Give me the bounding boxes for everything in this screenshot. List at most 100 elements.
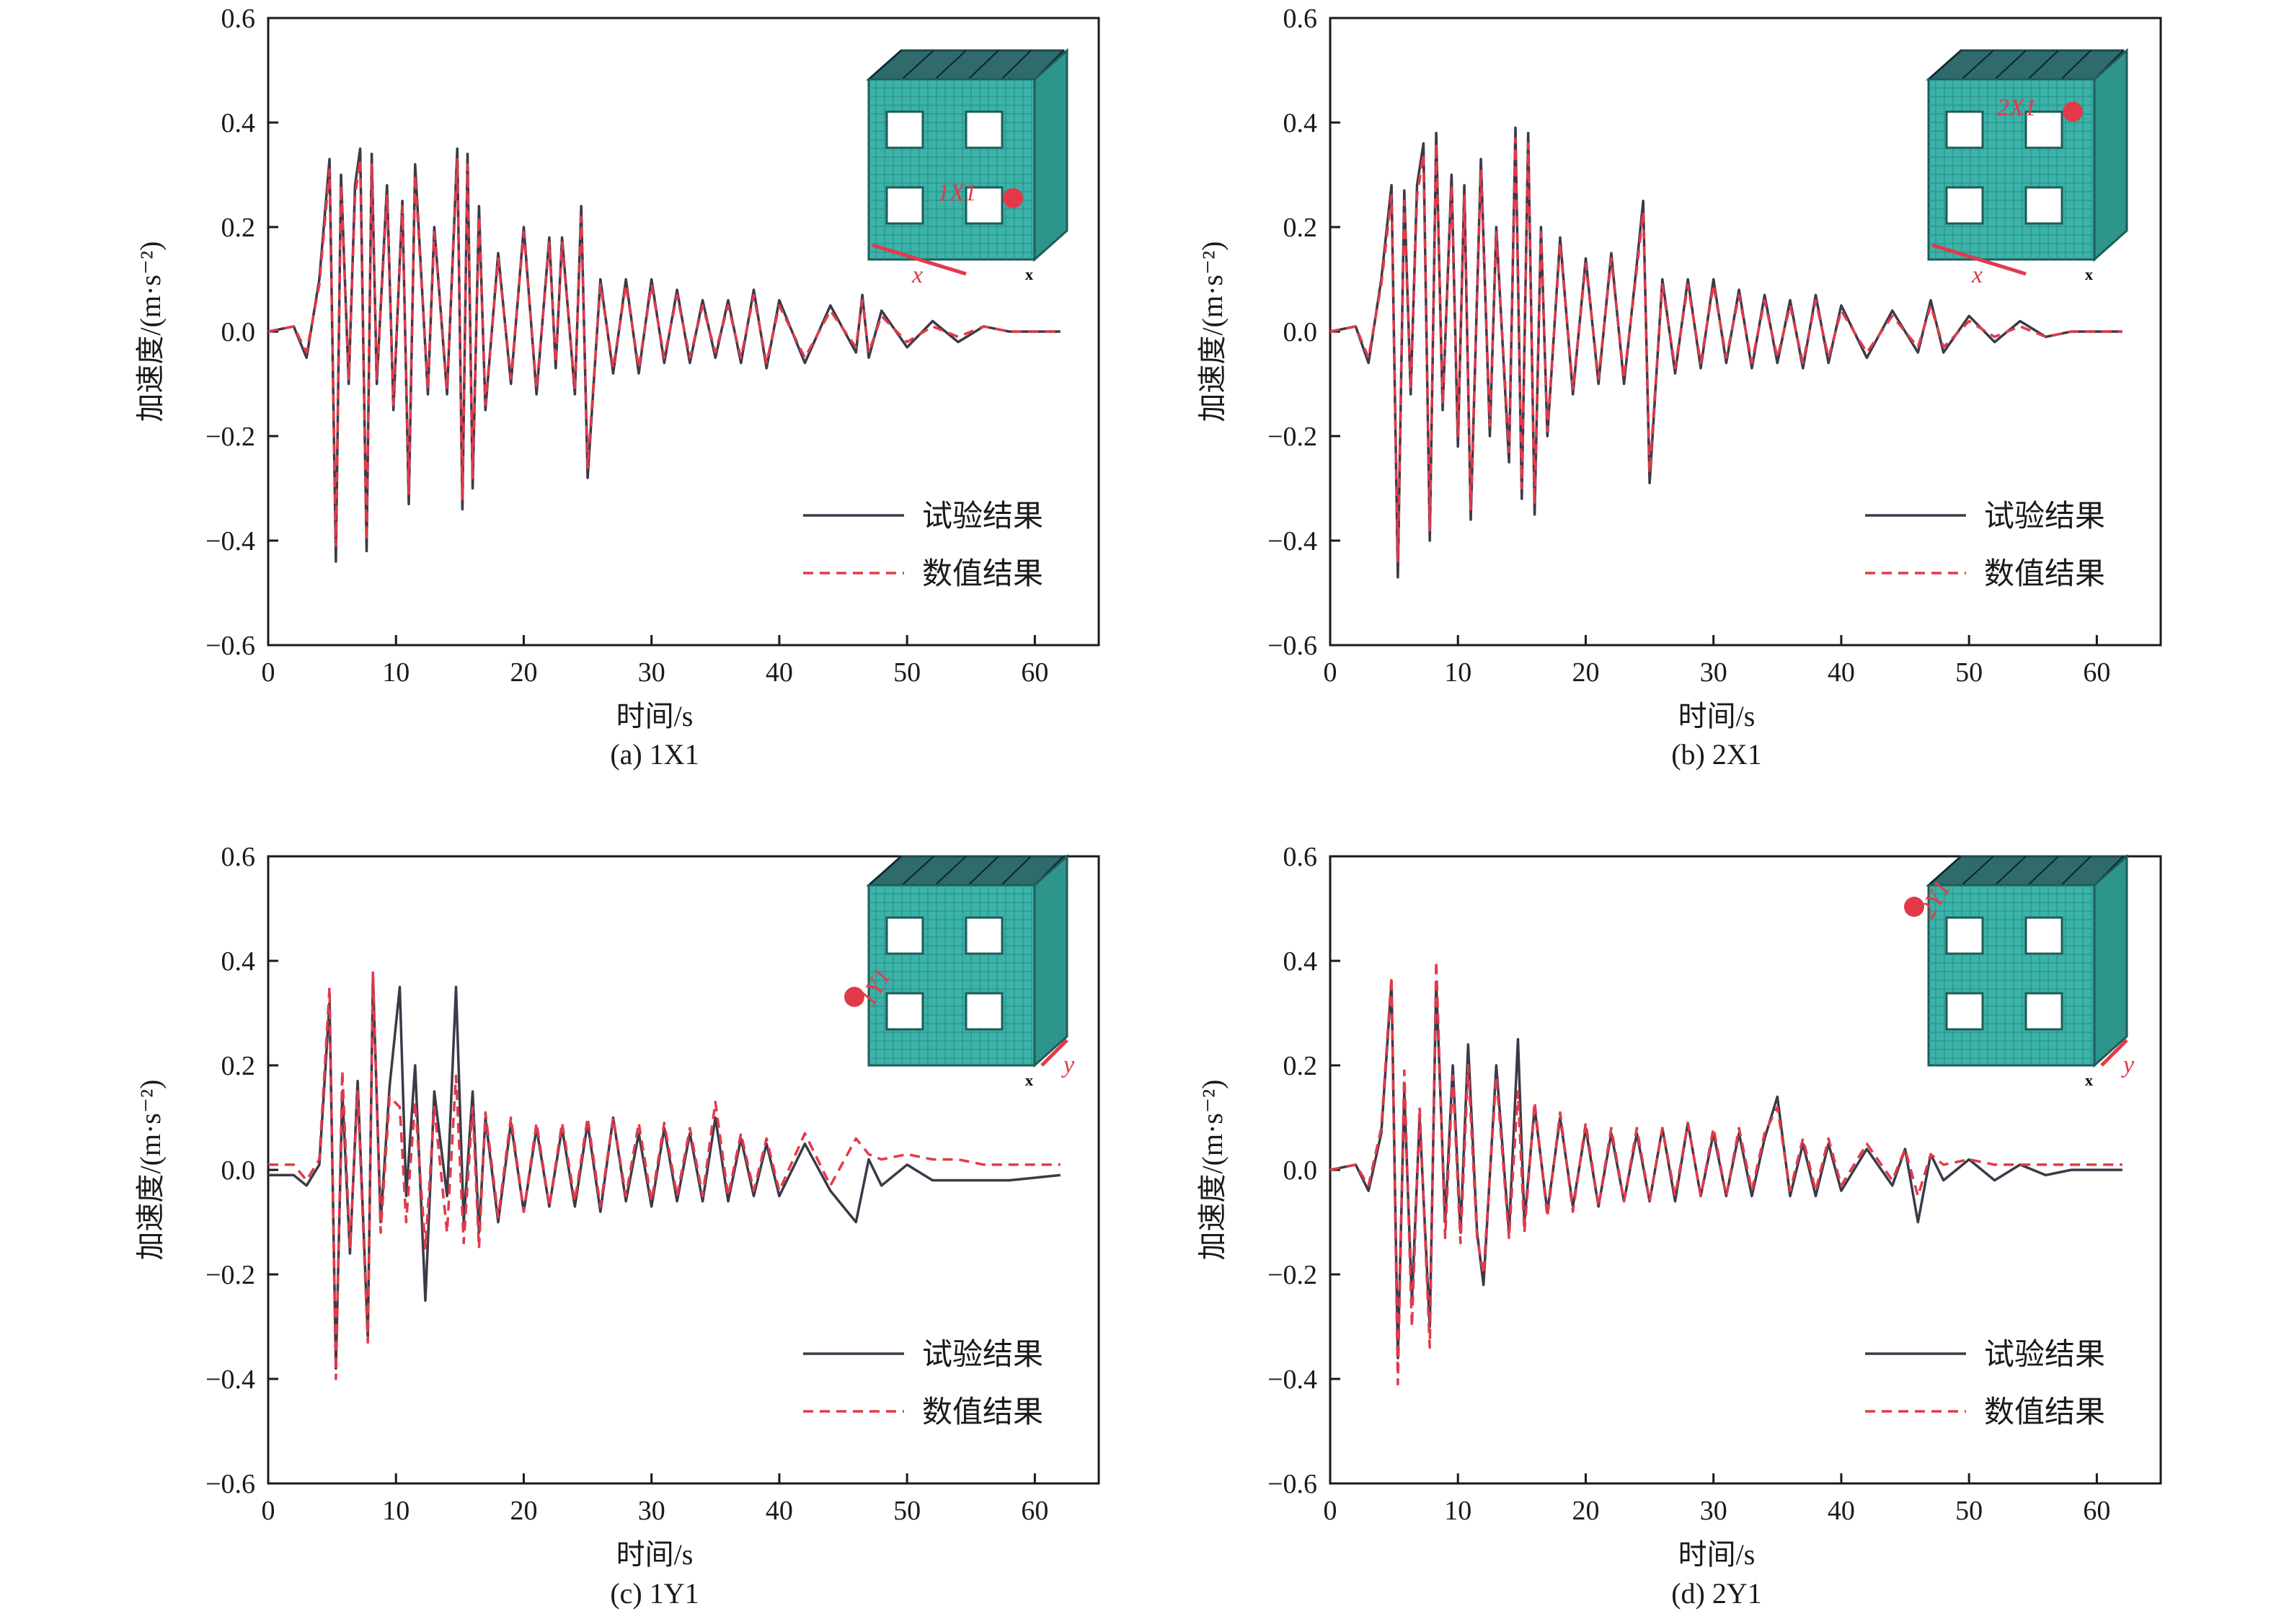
x-tick-label: 10 [1444, 1496, 1471, 1526]
x-tick-label: 20 [510, 1496, 537, 1526]
x-tick-label: 60 [2083, 1496, 2110, 1526]
y-tick-label: −0.4 [205, 1365, 255, 1395]
inset-axis-label: x [2085, 265, 2093, 283]
legend-label-numerical: 数值结果 [1984, 558, 2105, 591]
front-wall [867, 884, 1036, 1067]
x-tick-label: 30 [638, 657, 665, 688]
truss-member [934, 50, 967, 80]
truss-member [901, 50, 934, 80]
window-opening [2024, 916, 2063, 955]
x-tick-label: 50 [1955, 657, 1983, 688]
y-tick-label: 0.0 [1283, 317, 1318, 347]
window-opening [2024, 110, 2063, 149]
y-tick-label: −0.4 [205, 526, 255, 556]
y-tick-label: −0.6 [205, 631, 255, 661]
truss-member [868, 856, 902, 886]
window-opening [885, 992, 924, 1031]
side-wall [2093, 853, 2128, 1068]
y-tick-label: 0.0 [221, 317, 256, 347]
x-tick-label: 50 [893, 1496, 921, 1526]
legend-label-experiment: 试验结果 [1984, 500, 2105, 533]
window-opening [965, 186, 1004, 225]
direction-label: x [911, 262, 923, 288]
panel-caption: (c) 1Y1 [610, 1577, 699, 1610]
measurement-point-marker [844, 987, 864, 1007]
window-opening [1945, 992, 1984, 1031]
direction-label: y [1061, 1052, 1075, 1078]
y-tick-label: −0.2 [205, 422, 255, 452]
legend-label-numerical: 数值结果 [1984, 1396, 2105, 1429]
y-tick-label: −0.2 [1267, 1260, 1317, 1290]
y-tick-label: 0.4 [1283, 108, 1318, 138]
x-tick-label: 0 [262, 1496, 275, 1526]
y-tick-label: −0.2 [1267, 422, 1317, 452]
window-opening [965, 916, 1004, 955]
window-opening [885, 110, 924, 149]
direction-label: y [2121, 1052, 2135, 1078]
x-tick-label: 20 [510, 657, 537, 688]
series-line-numerical [1329, 959, 2122, 1386]
truss-member [2060, 856, 2091, 886]
x-axis-title: 时间/s [1678, 700, 1756, 732]
x-tick-label: 10 [1444, 657, 1471, 688]
measurement-point-label: 2X1 [1997, 94, 2037, 121]
chart-panel-3: 0 10 20 30 40 50 60 −0.6 −0.4 −0.2 0.0 0.2 0.4 0.6 时间/… [134, 842, 1100, 1610]
x-tick-label: 60 [2083, 657, 2110, 688]
truss-member [868, 50, 902, 80]
series-line-numerical [268, 969, 1061, 1380]
window-opening [1945, 110, 1984, 149]
direction-arrow [872, 243, 967, 276]
side-wall [1033, 853, 1068, 1068]
roof-truss [1926, 49, 2128, 81]
y-tick-label: 0.6 [1283, 842, 1318, 872]
y-tick-label: −0.6 [1267, 1469, 1317, 1499]
legend-label-experiment: 试验结果 [922, 500, 1043, 533]
y-tick-label: −0.2 [205, 1260, 255, 1290]
side-wall [2093, 48, 2128, 262]
truss-member [1994, 856, 2027, 886]
series-line-numerical [267, 157, 1061, 548]
x-axis-title: 时间/s [616, 700, 694, 732]
legend-label-numerical: 数值结果 [922, 1396, 1043, 1429]
series-line-numerical [1329, 137, 2122, 563]
x-tick-label: 50 [1955, 1496, 1983, 1526]
y-axis-title: 加速度/(m·s⁻²) [1196, 241, 1229, 422]
direction-arrow [2100, 1039, 2128, 1067]
direction-arrow [1040, 1039, 1068, 1067]
truss-member [1001, 856, 1032, 886]
roof-truss [866, 49, 1068, 81]
y-axis-title: 加速度/(m·s⁻²) [134, 1080, 167, 1261]
inset-axis-label: x [1025, 1071, 1033, 1089]
legend-label-experiment: 试验结果 [922, 1338, 1043, 1372]
measurement-point-marker [1003, 188, 1023, 208]
truss-member [1928, 856, 1962, 886]
x-tick-label: 10 [382, 657, 410, 688]
window-opening [1945, 916, 1984, 955]
x-tick-label: 30 [1700, 1496, 1727, 1526]
chart-panel-2: 0 10 20 30 40 50 60 −0.6 −0.4 −0.2 0.0 0.2 0.4 0.6 时间/… [1196, 4, 2162, 771]
measurement-point-marker [2063, 102, 2083, 122]
x-tick-label: 0 [1324, 657, 1337, 688]
side-wall [1033, 48, 1068, 262]
direction-label: x [1971, 262, 1983, 288]
y-tick-label: 0.4 [221, 946, 256, 977]
x-tick-label: 40 [766, 657, 793, 688]
x-axis-title: 时间/s [1678, 1538, 1756, 1571]
window-opening [2024, 992, 2063, 1031]
y-tick-label: 0.2 [1283, 1051, 1318, 1081]
x-tick-label: 40 [1828, 1496, 1855, 1526]
y-tick-label: 0.2 [221, 1051, 256, 1081]
truss-member [1961, 50, 1994, 80]
window-opening [885, 916, 924, 955]
window-opening [1945, 186, 1984, 225]
y-tick-label: 0.2 [1283, 213, 1318, 243]
x-tick-label: 10 [382, 1496, 410, 1526]
y-tick-label: −0.6 [1267, 631, 1317, 661]
direction-arrow [1931, 243, 2027, 276]
x-tick-label: 0 [262, 657, 275, 688]
truss-member [1961, 856, 1994, 886]
